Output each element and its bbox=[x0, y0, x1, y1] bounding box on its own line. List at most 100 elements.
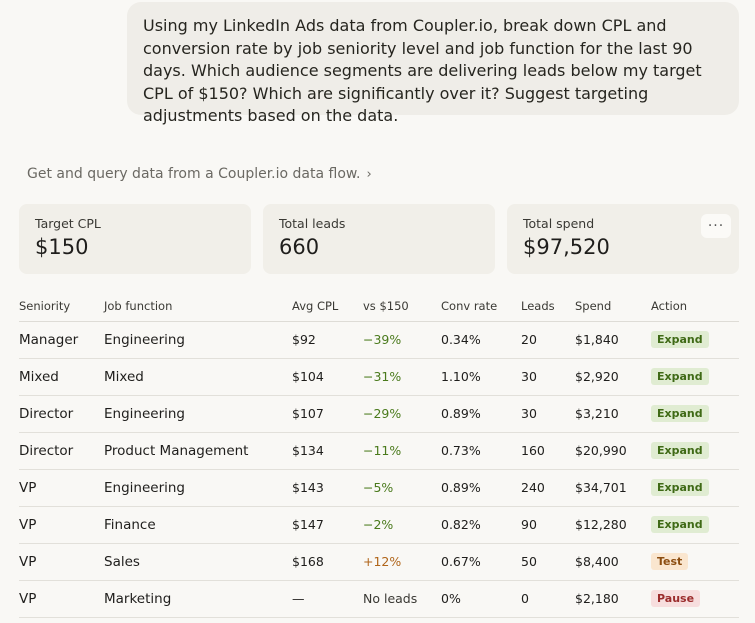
card-value: $150 bbox=[35, 235, 89, 259]
card-value: $97,520 bbox=[523, 235, 610, 259]
leads-cell: 20 bbox=[521, 321, 575, 359]
column-header: Spend bbox=[575, 291, 651, 322]
action-badge: Expand bbox=[651, 405, 709, 422]
vs-target-cell: No leads bbox=[363, 580, 441, 618]
spend-cell: $1,840 bbox=[575, 321, 651, 359]
column-header: Action bbox=[651, 291, 739, 322]
total-spend-card: Total spend $97,520 ··· bbox=[507, 204, 739, 274]
avg-cpl-cell: $107 bbox=[292, 395, 363, 433]
leads-cell: 30 bbox=[521, 358, 575, 396]
column-header: Conv rate bbox=[441, 291, 521, 322]
seniority-cell: VP bbox=[19, 506, 104, 544]
job-function-cell: Product Management bbox=[104, 432, 292, 470]
spend-cell: $12,280 bbox=[575, 506, 651, 544]
chevron-right-icon: › bbox=[366, 166, 372, 182]
avg-cpl-cell: $143 bbox=[292, 469, 363, 507]
leads-cell: 0 bbox=[521, 580, 575, 618]
table-row: VP Engineering $143 −5% 0.89% 240 $34,701 Expan… bbox=[19, 469, 739, 507]
user-message-bubble: Using my LinkedIn Ads data from Coupler.… bbox=[127, 2, 739, 125]
action-badge: Expand bbox=[651, 442, 709, 459]
job-function-cell: Engineering bbox=[104, 321, 292, 359]
column-header: Avg CPL bbox=[292, 291, 363, 322]
job-function-cell: Sales bbox=[104, 543, 292, 581]
action-badge: Expand bbox=[651, 479, 709, 496]
vs-target-cell: +12% bbox=[363, 543, 441, 581]
card-label: Target CPL bbox=[35, 216, 101, 231]
vs-target-cell: −11% bbox=[363, 432, 441, 470]
seniority-cell: VP bbox=[19, 469, 104, 507]
leads-cell: 240 bbox=[521, 469, 575, 507]
table-row: VP Marketing — No leads 0% 0 $2,180 Pause bbox=[19, 580, 739, 618]
seniority-cell: VP bbox=[19, 580, 104, 618]
spend-cell: $8,400 bbox=[575, 543, 651, 581]
spend-cell: $34,701 bbox=[575, 469, 651, 507]
leads-cell: 160 bbox=[521, 432, 575, 470]
conv-rate-cell: 0.34% bbox=[441, 321, 521, 359]
column-header: Leads bbox=[521, 291, 575, 322]
tool-call-link[interactable]: Get and query data from a Coupler.io dat… bbox=[27, 166, 372, 182]
more-options-icon[interactable]: ··· bbox=[701, 214, 731, 238]
job-function-cell: Engineering bbox=[104, 395, 292, 433]
job-function-cell: Marketing bbox=[104, 580, 292, 618]
seniority-cell: Director bbox=[19, 432, 104, 470]
leads-cell: 50 bbox=[521, 543, 575, 581]
avg-cpl-cell: $168 bbox=[292, 543, 363, 581]
spend-cell: $2,180 bbox=[575, 580, 651, 618]
action-cell: Expand bbox=[651, 358, 739, 396]
action-cell: Expand bbox=[651, 506, 739, 544]
table-header-row: Seniority Job function Avg CPL vs $150 C… bbox=[19, 291, 739, 322]
column-header: Seniority bbox=[19, 291, 104, 322]
spend-cell: $2,920 bbox=[575, 358, 651, 396]
vs-target-cell: −5% bbox=[363, 469, 441, 507]
target-cpl-card: Target CPL $150 bbox=[19, 204, 251, 274]
leads-cell: 90 bbox=[521, 506, 575, 544]
table-row: Director Engineering $107 −29% 0.89% 30 $3,210… bbox=[19, 395, 739, 433]
table-row: VP Sales $168 +12% 0.67% 50 $8,400 Test bbox=[19, 543, 739, 581]
conv-rate-cell: 0.73% bbox=[441, 432, 521, 470]
job-function-cell: Finance bbox=[104, 506, 292, 544]
vs-target-cell: −2% bbox=[363, 506, 441, 544]
table-row: Manager Engineering $92 −39% 0.34% 20 $1,840 Ex… bbox=[19, 321, 739, 359]
avg-cpl-cell: $92 bbox=[292, 321, 363, 359]
seniority-cell: Manager bbox=[19, 321, 104, 359]
vs-target-cell: −31% bbox=[363, 358, 441, 396]
action-badge: Expand bbox=[651, 331, 709, 348]
action-badge: Expand bbox=[651, 516, 709, 533]
seniority-cell: Mixed bbox=[19, 358, 104, 396]
avg-cpl-cell: $104 bbox=[292, 358, 363, 396]
card-value: 660 bbox=[279, 235, 320, 259]
avg-cpl-cell: — bbox=[292, 580, 363, 618]
action-cell: Expand bbox=[651, 469, 739, 507]
conv-rate-cell: 0% bbox=[441, 580, 521, 618]
tool-call-label: Get and query data from a Coupler.io dat… bbox=[27, 166, 361, 182]
total-leads-card: Total leads 660 bbox=[263, 204, 495, 274]
conv-rate-cell: 0.89% bbox=[441, 469, 521, 507]
spend-cell: $3,210 bbox=[575, 395, 651, 433]
segment-table: Seniority Job function Avg CPL vs $150 C… bbox=[19, 291, 739, 618]
action-badge: Test bbox=[651, 553, 689, 570]
table-row: Director Product Management $134 −11% 0.73% 1… bbox=[19, 432, 739, 470]
card-label: Total leads bbox=[279, 216, 346, 231]
action-badge: Expand bbox=[651, 368, 709, 385]
column-header: vs $150 bbox=[363, 291, 441, 322]
conv-rate-cell: 0.89% bbox=[441, 395, 521, 433]
seniority-cell: VP bbox=[19, 543, 104, 581]
action-cell: Expand bbox=[651, 395, 739, 433]
conv-rate-cell: 0.82% bbox=[441, 506, 521, 544]
job-function-cell: Engineering bbox=[104, 469, 292, 507]
column-header: Job function bbox=[104, 291, 292, 322]
conv-rate-cell: 0.67% bbox=[441, 543, 521, 581]
seniority-cell: Director bbox=[19, 395, 104, 433]
spend-cell: $20,990 bbox=[575, 432, 651, 470]
vs-target-cell: −39% bbox=[363, 321, 441, 359]
table-row: VP Finance $147 −2% 0.82% 90 $12,280 Expand bbox=[19, 506, 739, 544]
leads-cell: 30 bbox=[521, 395, 575, 433]
action-cell: Expand bbox=[651, 432, 739, 470]
action-cell: Test bbox=[651, 543, 739, 581]
action-cell: Expand bbox=[651, 321, 739, 359]
avg-cpl-cell: $134 bbox=[292, 432, 363, 470]
user-message-text: Using my LinkedIn Ads data from Coupler.… bbox=[143, 16, 702, 125]
table-row: Mixed Mixed $104 −31% 1.10% 30 $2,920 Expand bbox=[19, 358, 739, 396]
vs-target-cell: −29% bbox=[363, 395, 441, 433]
card-label: Total spend bbox=[523, 216, 595, 231]
